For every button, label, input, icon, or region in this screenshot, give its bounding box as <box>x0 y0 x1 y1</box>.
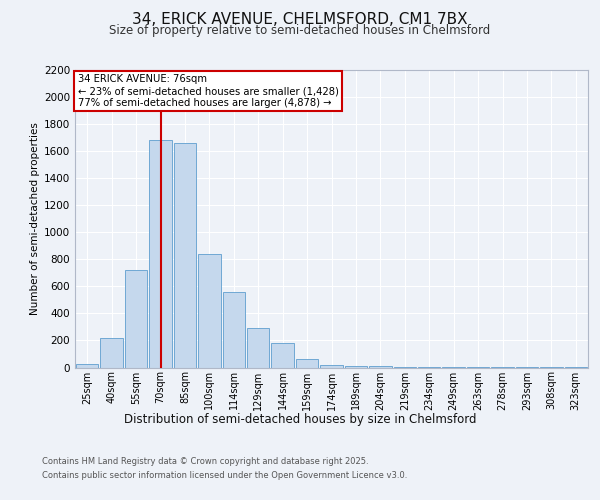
Y-axis label: Number of semi-detached properties: Number of semi-detached properties <box>30 122 40 315</box>
Bar <box>198 254 221 368</box>
Bar <box>320 365 343 368</box>
Bar <box>100 338 123 368</box>
Text: Size of property relative to semi-detached houses in Chelmsford: Size of property relative to semi-detach… <box>109 24 491 37</box>
Text: Contains HM Land Registry data © Crown copyright and database right 2025.: Contains HM Land Registry data © Crown c… <box>42 458 368 466</box>
Text: 34 ERICK AVENUE: 76sqm
← 23% of semi-detached houses are smaller (1,428)
77% of : 34 ERICK AVENUE: 76sqm ← 23% of semi-det… <box>77 74 338 108</box>
Bar <box>173 143 196 368</box>
Bar <box>125 270 148 368</box>
Bar <box>247 328 269 368</box>
Bar <box>296 360 319 368</box>
Bar <box>344 366 367 368</box>
Bar <box>394 367 416 368</box>
Bar <box>76 364 98 368</box>
Bar <box>149 140 172 368</box>
Bar <box>418 367 440 368</box>
Text: 34, ERICK AVENUE, CHELMSFORD, CM1 7BX: 34, ERICK AVENUE, CHELMSFORD, CM1 7BX <box>132 12 468 28</box>
Text: Contains public sector information licensed under the Open Government Licence v3: Contains public sector information licen… <box>42 471 407 480</box>
Bar <box>271 343 294 367</box>
Bar <box>369 366 392 368</box>
Text: Distribution of semi-detached houses by size in Chelmsford: Distribution of semi-detached houses by … <box>124 412 476 426</box>
Bar <box>223 292 245 368</box>
